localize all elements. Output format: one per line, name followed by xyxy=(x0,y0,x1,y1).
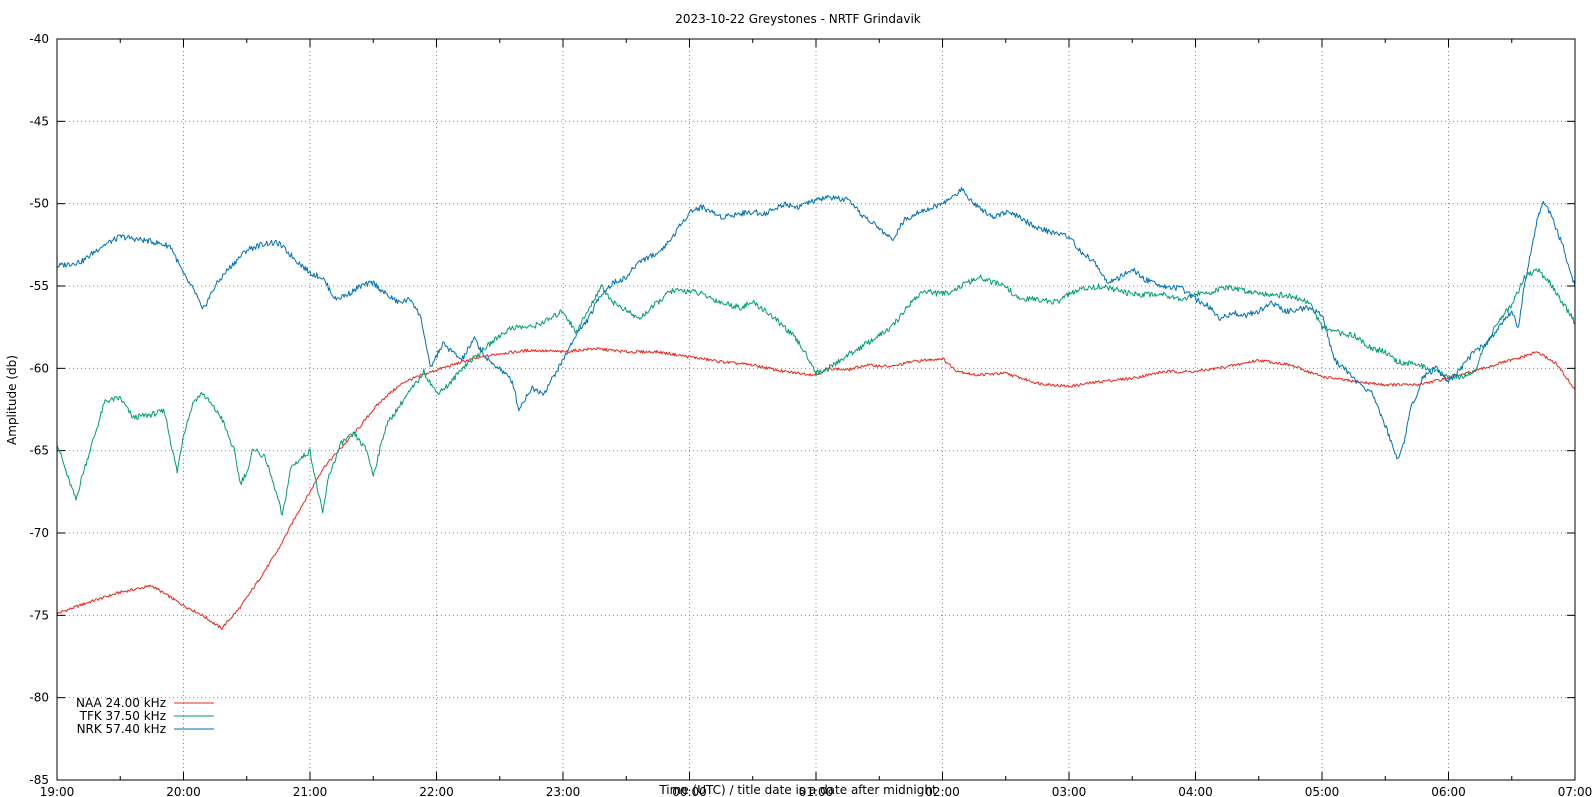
x-tick-label: 20:00 xyxy=(166,785,201,797)
x-axis-label: Time (UTC) / title date is a date after … xyxy=(658,783,937,797)
series-line xyxy=(56,186,1576,460)
series-lines xyxy=(56,186,1576,631)
x-tick-label: 23:00 xyxy=(546,785,581,797)
grid-lines xyxy=(57,39,1575,780)
x-tick-label: 19:00 xyxy=(40,785,75,797)
legend-label: TFK 37.50 kHz xyxy=(79,709,166,723)
y-tick-label: -80 xyxy=(29,691,49,705)
plot-frame xyxy=(56,38,1576,781)
x-tick-label: 21:00 xyxy=(293,785,328,797)
axis-ticks: 19:00 20:00 21:00 22:00 23:00 00:00 01:00 02:00… xyxy=(29,32,1592,797)
x-tick-label: 04:00 xyxy=(1178,785,1213,797)
legend-label: NRK 57.40 kHz xyxy=(77,722,166,736)
y-tick-label: -40 xyxy=(29,32,49,46)
y-tick-label: -50 xyxy=(29,197,49,211)
y-tick-label: -60 xyxy=(29,361,49,375)
x-tick-label: 03:00 xyxy=(1052,785,1087,797)
x-tick-label: 02:00 xyxy=(925,785,960,797)
y-tick-label: -75 xyxy=(29,608,49,622)
y-tick-label: -85 xyxy=(29,773,49,787)
y-tick-label: -70 xyxy=(29,526,49,540)
y-tick-label: -55 xyxy=(29,279,49,293)
x-tick-label: 00:00 xyxy=(672,785,707,797)
x-tick-label: 01:00 xyxy=(799,785,834,797)
x-tick-label: 05:00 xyxy=(1305,785,1340,797)
x-tick-label: 07:00 xyxy=(1558,785,1593,797)
y-tick-label: -65 xyxy=(29,444,49,458)
y-tick-label: -45 xyxy=(29,114,49,128)
chart-title: 2023-10-22 Greystones - NRTF Grindavik xyxy=(675,12,921,26)
x-tick-label: 06:00 xyxy=(1431,785,1466,797)
x-tick-label: 22:00 xyxy=(419,785,454,797)
series-line xyxy=(56,268,1576,516)
y-axis-label: Amplitude (db) xyxy=(5,355,19,445)
legend-label: NAA 24.00 kHz xyxy=(76,696,166,710)
